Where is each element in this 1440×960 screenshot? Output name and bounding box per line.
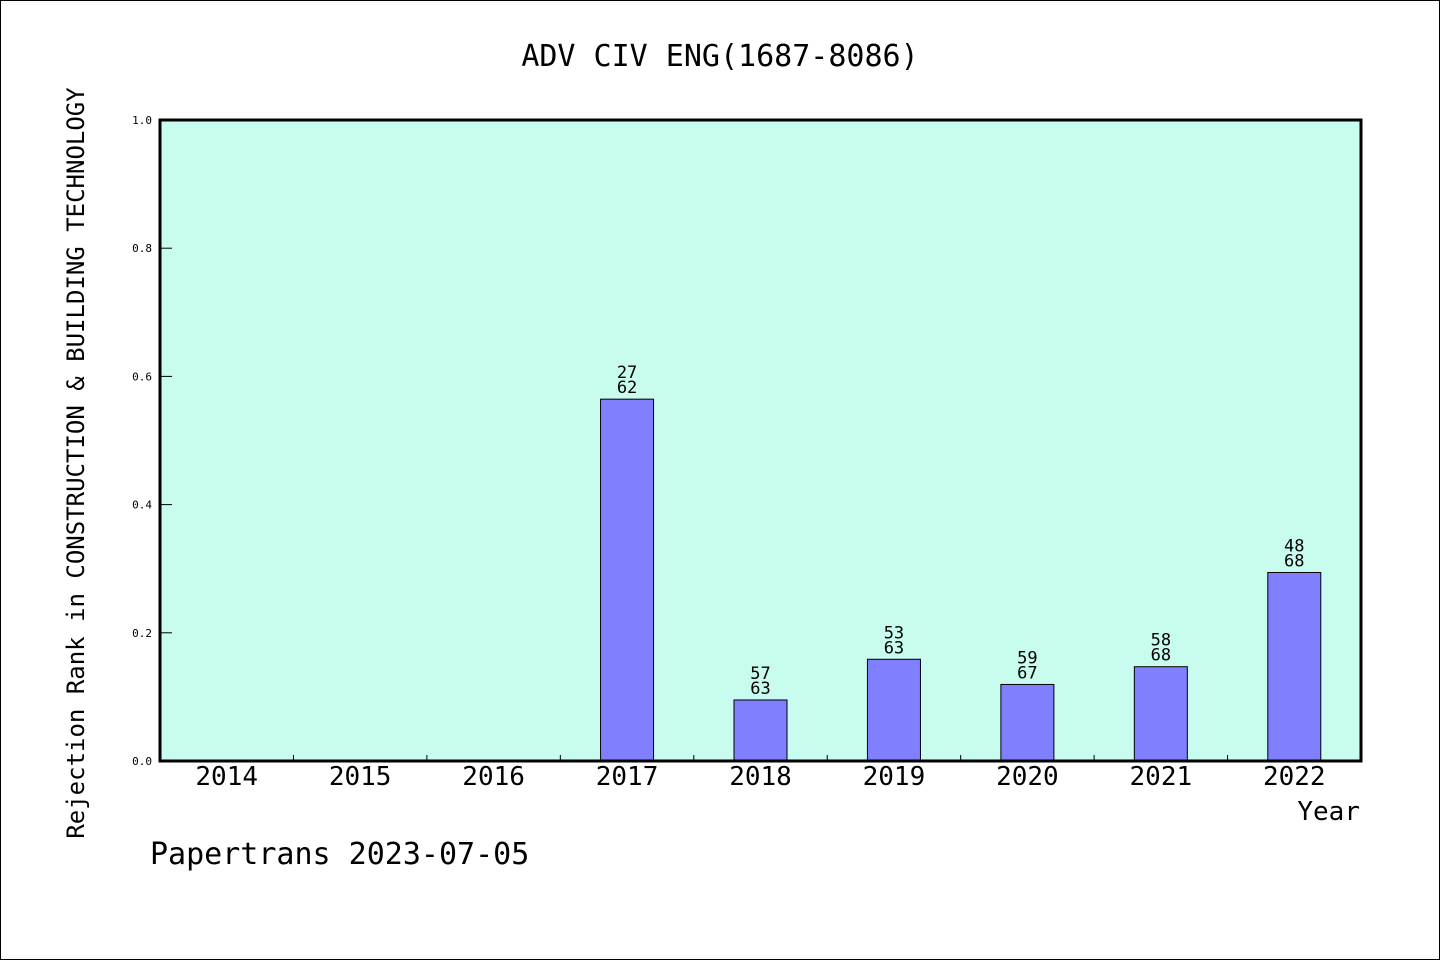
y-tick-label: 1.0 — [132, 114, 152, 127]
bar-label-denominator: 68 — [1284, 551, 1304, 571]
plot-border — [158, 118, 1363, 763]
bar-label-numerator: 59 — [1017, 648, 1037, 668]
x-tick-label: 2020 — [996, 762, 1059, 792]
bar-2019 — [866, 658, 921, 762]
bars-layer — [600, 398, 1322, 762]
bar-2022 — [1267, 571, 1322, 762]
y-tick-label: 0.8 — [132, 242, 152, 255]
chart-title: ADV CIV ENG(1687-8086) — [521, 39, 918, 74]
x-axis-label: Year — [1297, 797, 1360, 827]
bar-label-denominator: 63 — [750, 679, 770, 699]
x-tick-label: 2019 — [863, 762, 926, 792]
x-tick-label: 2016 — [462, 762, 525, 792]
bar-label-numerator: 27 — [617, 363, 637, 383]
bar-label-numerator: 53 — [884, 623, 904, 643]
bar-label-numerator: 57 — [750, 664, 770, 684]
y-axis-label: Rejection Rank in CONSTRUCTION & BUILDIN… — [62, 87, 90, 839]
y-tick-label: 0.0 — [132, 755, 152, 768]
bar-label-denominator: 67 — [1017, 663, 1037, 683]
y-tick-label: 0.6 — [132, 370, 152, 383]
x-tick-label: 2018 — [729, 762, 792, 792]
bar-label-denominator: 62 — [617, 378, 637, 398]
bar-label-denominator: 63 — [884, 638, 904, 658]
x-tick-label: 2021 — [1130, 762, 1193, 792]
bar-2018 — [733, 699, 788, 762]
bar-2017 — [600, 398, 655, 762]
x-tick-label: 2022 — [1263, 762, 1326, 792]
labels-layer: 2014 2015 2016 2017276220185763201953632020… — [132, 114, 1325, 792]
bar-label-numerator: 58 — [1151, 631, 1171, 651]
bar-label-numerator: 48 — [1284, 536, 1304, 556]
footer-text: Papertrans 2023-07-05 — [150, 837, 529, 872]
y-tick-label: 0.2 — [132, 627, 152, 640]
y-tick-label: 0.4 — [132, 499, 152, 512]
bar-2021 — [1133, 666, 1188, 762]
x-tick-label: 2017 — [596, 762, 659, 792]
x-tick-label: 2014 — [195, 762, 258, 792]
plot-area — [160, 120, 1361, 761]
x-tick-label: 2015 — [329, 762, 392, 792]
bar-label-denominator: 68 — [1151, 646, 1171, 666]
bar-2020 — [1000, 683, 1055, 762]
